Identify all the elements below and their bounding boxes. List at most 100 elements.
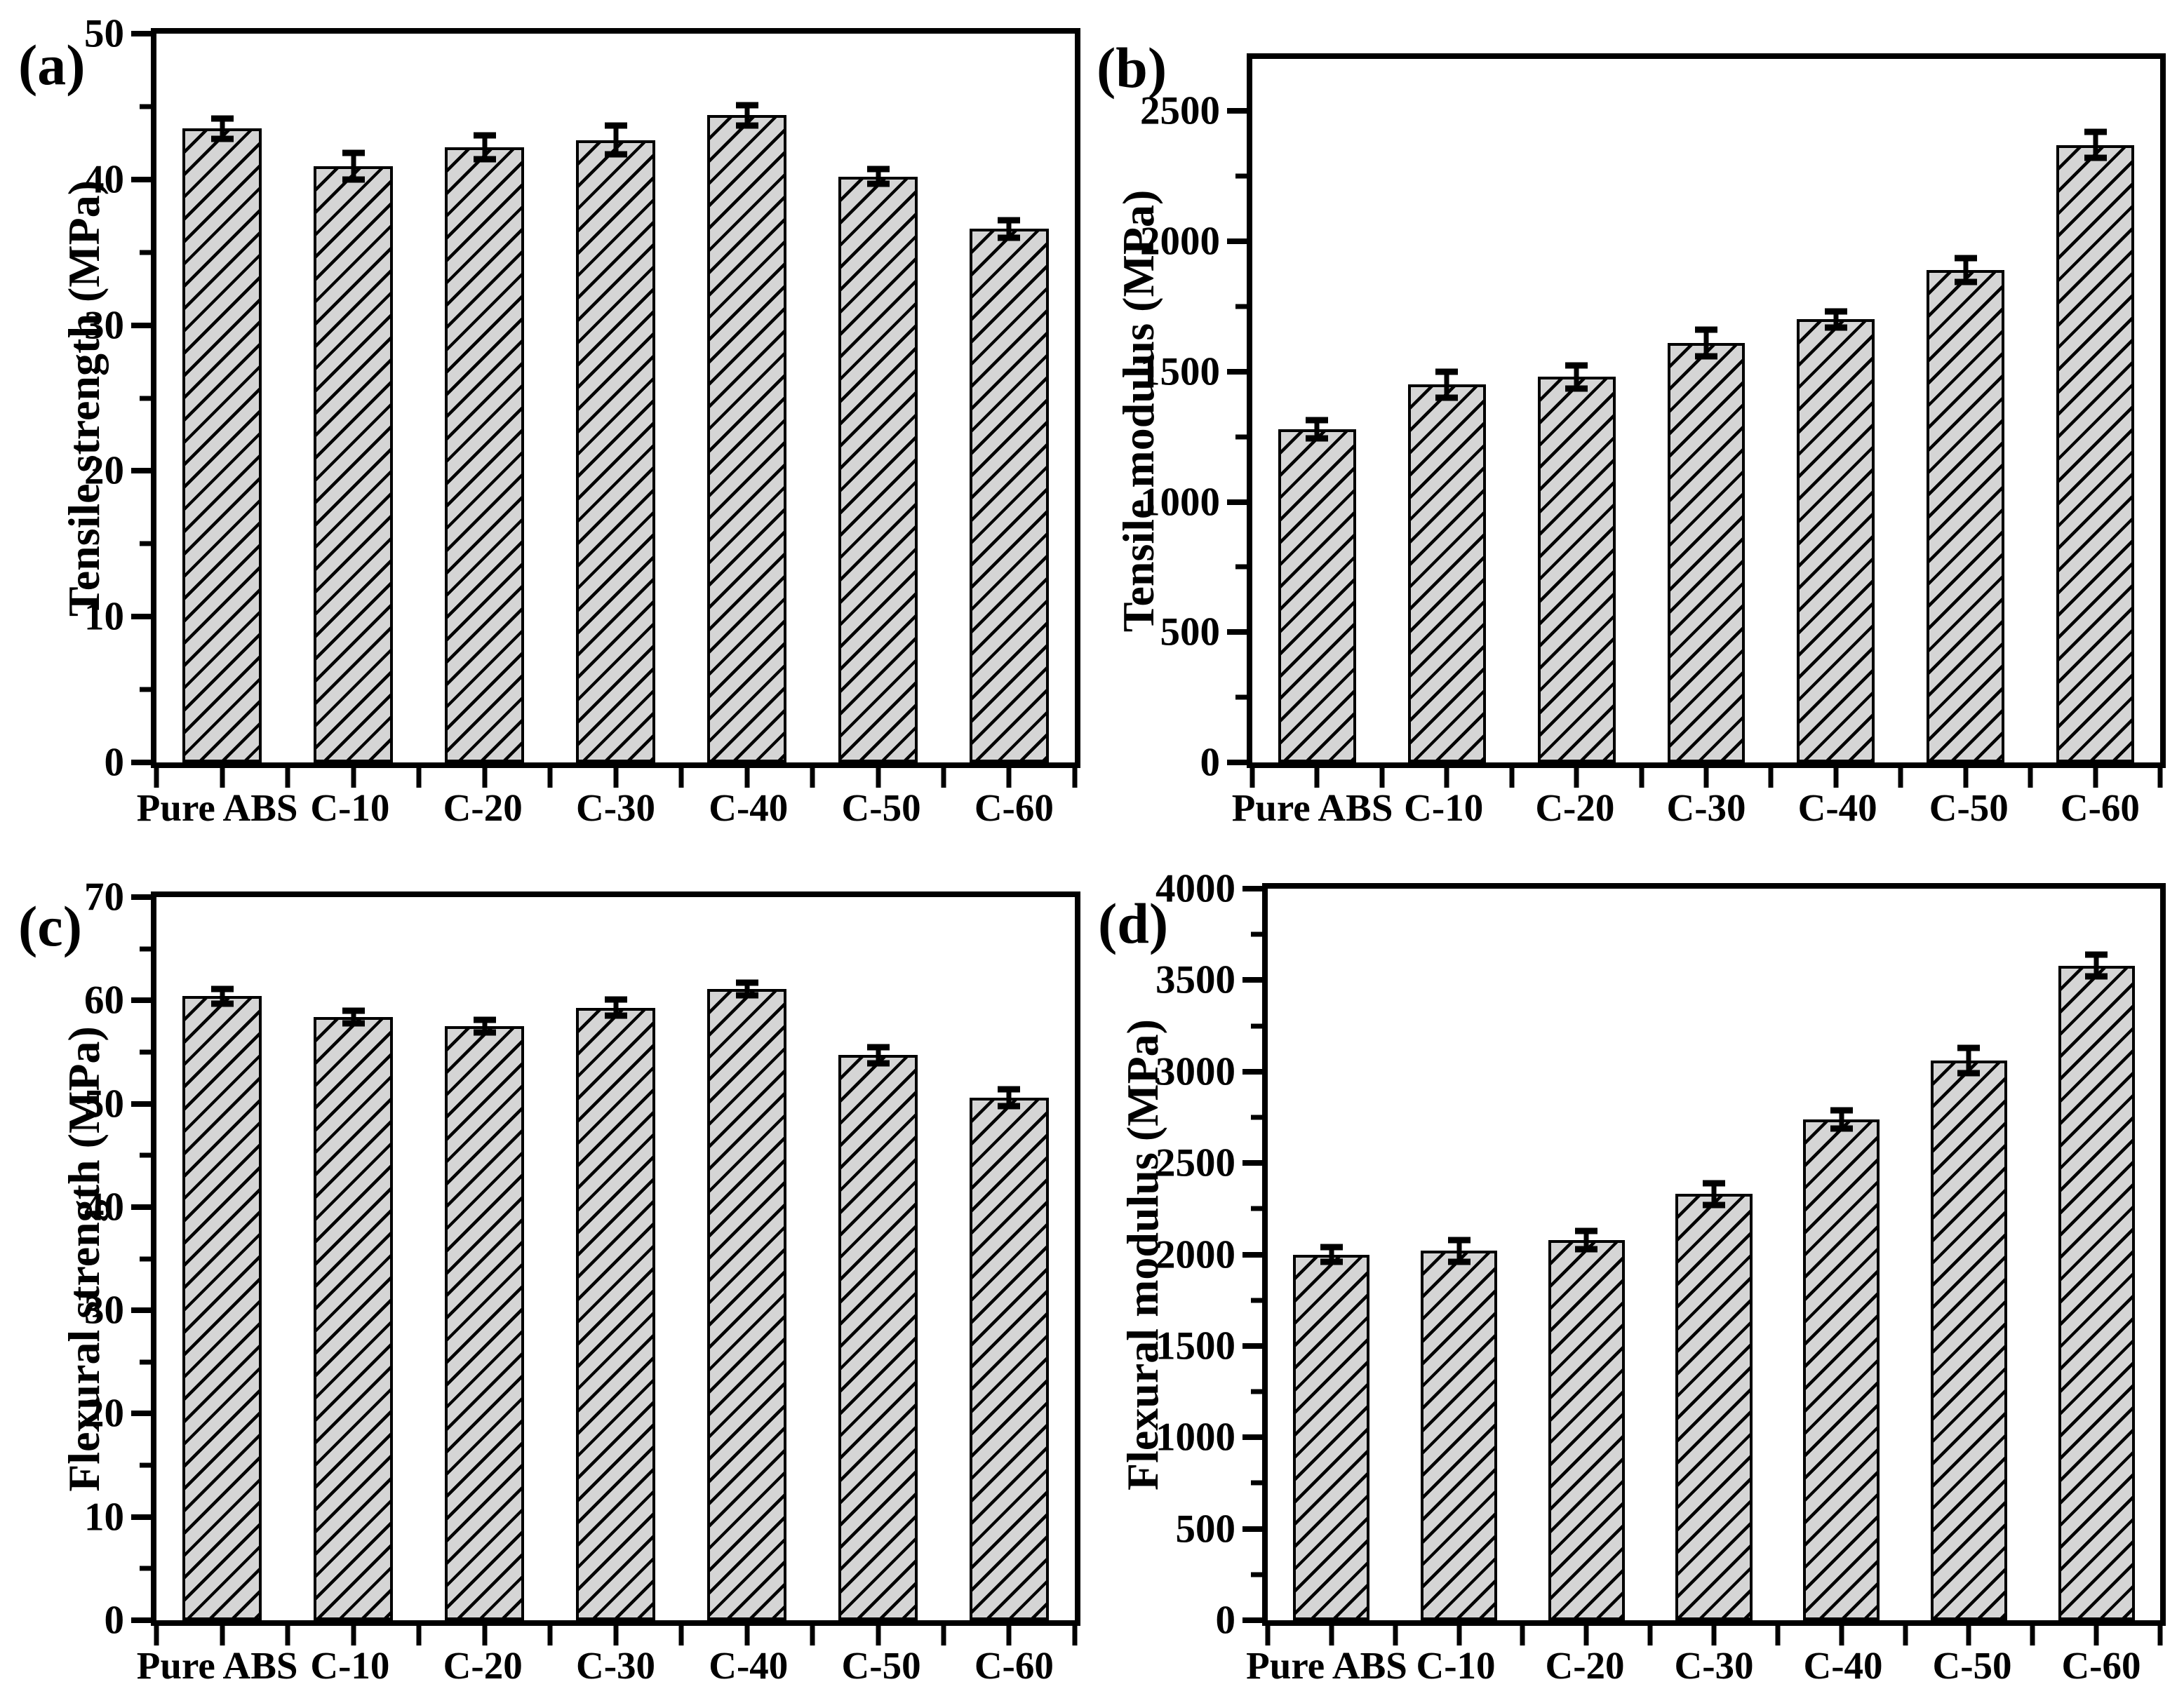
x-category-label: C-40 (1803, 1644, 1883, 1687)
y-minor-tick (140, 687, 151, 692)
y-major-tick (1227, 499, 1247, 505)
x-minor-tick (941, 1626, 946, 1645)
y-minor-tick (140, 1462, 151, 1468)
x-minor-tick (285, 1626, 290, 1645)
error-bar-cap-bottom (998, 1103, 1021, 1110)
error-bar-cap-bottom (1435, 394, 1459, 401)
x-axis-labels: Pure ABS C-10 C-20 C-30 C-40 C-50 C-60 (1246, 1644, 2166, 1696)
y-minor-tick (140, 946, 151, 952)
error-bar-cap-top (1703, 1180, 1725, 1187)
x-category-label: C-10 (1416, 1644, 1496, 1687)
x-minor-tick (1509, 768, 1515, 788)
x-minor-tick (1314, 768, 1320, 788)
y-minor-tick (1235, 434, 1247, 440)
y-minor-tick (1251, 1115, 1262, 1120)
x-minor-tick (2157, 1626, 2163, 1645)
error-bar-whisker (1006, 1089, 1012, 1106)
error-bar-cap-bottom (1830, 1125, 1853, 1132)
y-major-tick (131, 1101, 151, 1107)
error-bar-cap-top (1447, 1237, 1470, 1244)
y-major-tick (131, 176, 151, 182)
y-tick-label: 60 (84, 978, 124, 1023)
y-minor-tick (1235, 173, 1247, 179)
x-category-label: C-20 (443, 786, 523, 829)
error-bar-cap-bottom (604, 1012, 627, 1019)
x-minor-tick (678, 1626, 684, 1645)
error-bar-cap-bottom (1695, 353, 1717, 359)
error-bar-whisker (613, 125, 618, 155)
y-major-tick (131, 614, 151, 620)
error-bar-cap-bottom (866, 180, 890, 187)
y-tick-label: 0 (104, 1598, 125, 1643)
x-minor-tick (613, 1626, 618, 1645)
bar-C-20 (445, 1026, 524, 1620)
error-bar-cap-bottom (1703, 1202, 1725, 1209)
x-minor-tick (285, 768, 290, 788)
x-minor-tick (1833, 768, 1839, 788)
bar-Pure ABS (1278, 429, 1356, 762)
error-bar-whisker (220, 989, 225, 1004)
error-bar-cap-bottom (1575, 1246, 1598, 1253)
x-category-label: C-20 (1535, 786, 1615, 829)
panel-b: (b) Tensile modulus (MPa) 0 500 1000 1500 20… (1092, 0, 2184, 844)
x-minor-tick (547, 1626, 553, 1645)
error-bar-whisker (1583, 1230, 1589, 1249)
y-tick-label: 2000 (1140, 219, 1220, 264)
y-tick-label: 0 (1215, 1598, 1236, 1643)
bar-C-40 (707, 989, 786, 1620)
bar-C-60 (970, 229, 1049, 762)
bar-C-30 (576, 140, 655, 762)
y-major-tick (131, 894, 151, 900)
x-minor-tick (678, 768, 684, 788)
error-bar-whisker (1456, 1239, 1462, 1262)
bar-C-40 (1803, 1119, 1880, 1620)
error-bar-cap-top (342, 149, 365, 156)
x-minor-tick (1072, 1626, 1078, 1645)
y-tick-label: 1500 (1140, 349, 1220, 394)
bar-C-20 (1548, 1239, 1625, 1620)
error-bar-cap-bottom (210, 135, 234, 142)
x-minor-tick (351, 768, 356, 788)
bar-C-30 (576, 1007, 655, 1620)
y-tick-label: 2500 (1140, 88, 1220, 133)
error-bar-cap-bottom (342, 176, 365, 183)
y-minor-tick (1251, 1572, 1262, 1577)
y-tick-label: 2000 (1155, 1232, 1235, 1277)
x-minor-tick (1265, 1626, 1271, 1645)
y-tick-label: 1500 (1155, 1324, 1235, 1368)
x-category-label: C-30 (1674, 1644, 1754, 1687)
bar-C-20 (1537, 377, 1616, 762)
y-tick-label: 40 (84, 157, 124, 202)
x-minor-tick (547, 768, 553, 788)
y-major-tick (1242, 1160, 1262, 1166)
y-major-tick (131, 468, 151, 474)
y-major-tick (131, 1204, 151, 1210)
y-tick-label: 70 (84, 875, 124, 920)
x-minor-tick (1966, 1626, 1971, 1645)
x-category-label: C-50 (841, 786, 921, 829)
bar-C-50 (838, 176, 918, 762)
error-bar-whisker (220, 118, 225, 139)
error-bar-cap-top (342, 1007, 365, 1014)
x-minor-tick (744, 1626, 749, 1645)
bar-C-20 (445, 147, 524, 762)
bar-Pure ABS (182, 996, 262, 1620)
y-tick-label: 20 (84, 1391, 124, 1436)
y-major-tick (1242, 1068, 1262, 1075)
error-bar-whisker (1703, 330, 1709, 356)
error-bar-whisker (744, 983, 749, 995)
bar-C-50 (838, 1055, 918, 1620)
error-bar-cap-top (1957, 1044, 1981, 1051)
y-minor-tick (1251, 1389, 1262, 1394)
x-category-label: C-60 (2060, 786, 2140, 829)
error-bar-cap-top (735, 102, 758, 109)
y-minor-tick (1235, 564, 1247, 570)
error-bar-whisker (1711, 1183, 1717, 1206)
x-minor-tick (810, 1626, 815, 1645)
y-tick-label: 10 (84, 594, 124, 639)
y-major-tick (1242, 1342, 1262, 1349)
error-bar-cap-top (998, 1086, 1021, 1093)
y-tick-label: 30 (84, 1288, 124, 1333)
panel-letter: (a) (18, 33, 86, 97)
